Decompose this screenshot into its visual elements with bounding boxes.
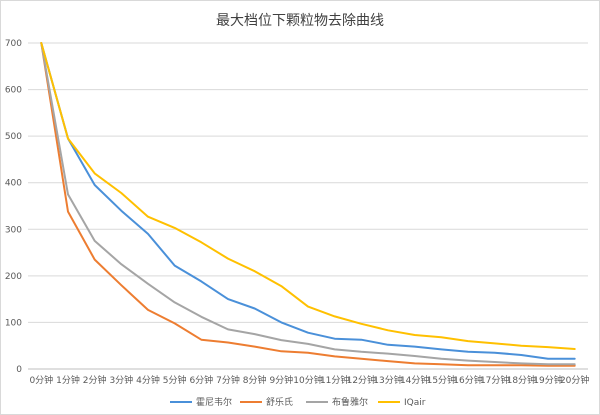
x-tick-label: 3分钟 [109, 374, 133, 386]
x-tick-label: 14分钟 [400, 374, 429, 386]
legend: 霍尼韦尔 舒乐氏 布鲁雅尔 IQair [170, 396, 426, 408]
x-tick-label: 1分钟 [56, 374, 80, 386]
x-axis-ticks: 0分钟 1分钟 2分钟 3分钟 4分钟 5分钟 6分钟 7分钟 8分钟 9分钟 10分钟11分钟12… [29, 374, 589, 386]
x-tick-label: 7分钟 [216, 374, 240, 386]
x-tick-label: 9分钟 [269, 374, 293, 386]
series-line-1 [40, 42, 576, 360]
x-tick-label: 4分钟 [136, 374, 160, 386]
legend-label: 霍尼韦尔 [196, 396, 232, 408]
x-tick-label: 15分钟 [427, 374, 456, 386]
series-line-2 [40, 42, 576, 367]
y-tick-label: 100 [5, 318, 22, 328]
x-tick-label: 11分钟 [320, 374, 349, 386]
chart-title: 最大档位下颗粒物去除曲线 [216, 13, 384, 29]
x-tick-label: 6分钟 [189, 374, 213, 386]
x-tick-label: 2分钟 [83, 374, 107, 386]
y-tick-label: 0 [16, 365, 22, 375]
x-tick-label: 19分钟 [533, 374, 562, 386]
series-lines [40, 42, 576, 367]
x-tick-label: 13分钟 [373, 374, 402, 386]
x-tick-label: 17分钟 [480, 374, 509, 386]
y-tick-label: 400 [5, 179, 22, 189]
y-axis-ticks: 0 100 200 300 400 500 600 700 [5, 39, 22, 375]
x-tick-label: 16分钟 [453, 374, 482, 386]
y-tick-label: 600 [5, 86, 22, 96]
y-tick-label: 500 [5, 132, 22, 142]
x-tick-label: 8分钟 [243, 374, 267, 386]
legend-label: 布鲁雅尔 [332, 396, 368, 408]
series-line-4 [40, 42, 576, 350]
y-tick-label: 700 [5, 39, 22, 49]
legend-label: IQair [404, 398, 426, 408]
legend-label: 舒乐氏 [266, 396, 293, 408]
x-tick-label: 12分钟 [347, 374, 376, 386]
x-tick-label: 0分钟 [29, 374, 53, 386]
x-tick-label: 20分钟 [560, 374, 589, 386]
y-tick-label: 200 [5, 272, 22, 282]
x-tick-label: 18分钟 [507, 374, 536, 386]
y-tick-label: 300 [5, 225, 22, 235]
gridlines [28, 42, 588, 370]
series-line-3 [40, 42, 576, 366]
x-tick-label: 5分钟 [163, 374, 187, 386]
x-tick-label: 10分钟 [293, 374, 322, 386]
